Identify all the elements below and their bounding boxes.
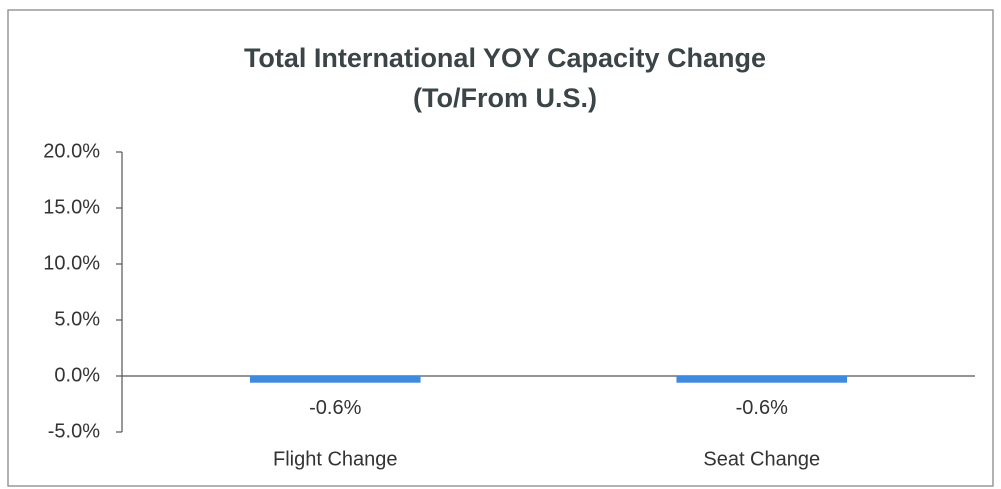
chart-border xyxy=(7,9,994,487)
chart-title: Total International YOY Capacity Change xyxy=(244,43,766,73)
y-tick-label: 5.0% xyxy=(54,308,100,330)
y-tick-label: -5.0% xyxy=(48,420,100,442)
y-tick-label: 15.0% xyxy=(43,196,100,218)
chart-subtitle: (To/From U.S.) xyxy=(413,83,597,113)
y-tick-label: 0.0% xyxy=(54,364,100,386)
bar xyxy=(676,376,848,383)
data-label: -0.6% xyxy=(736,397,788,419)
x-tick-label: Flight Change xyxy=(273,448,398,470)
y-tick-label: 20.0% xyxy=(43,140,100,162)
bar xyxy=(249,376,421,383)
y-tick-label: 10.0% xyxy=(43,252,100,274)
data-label: -0.6% xyxy=(309,397,361,419)
x-tick-label: Seat Change xyxy=(703,448,820,470)
